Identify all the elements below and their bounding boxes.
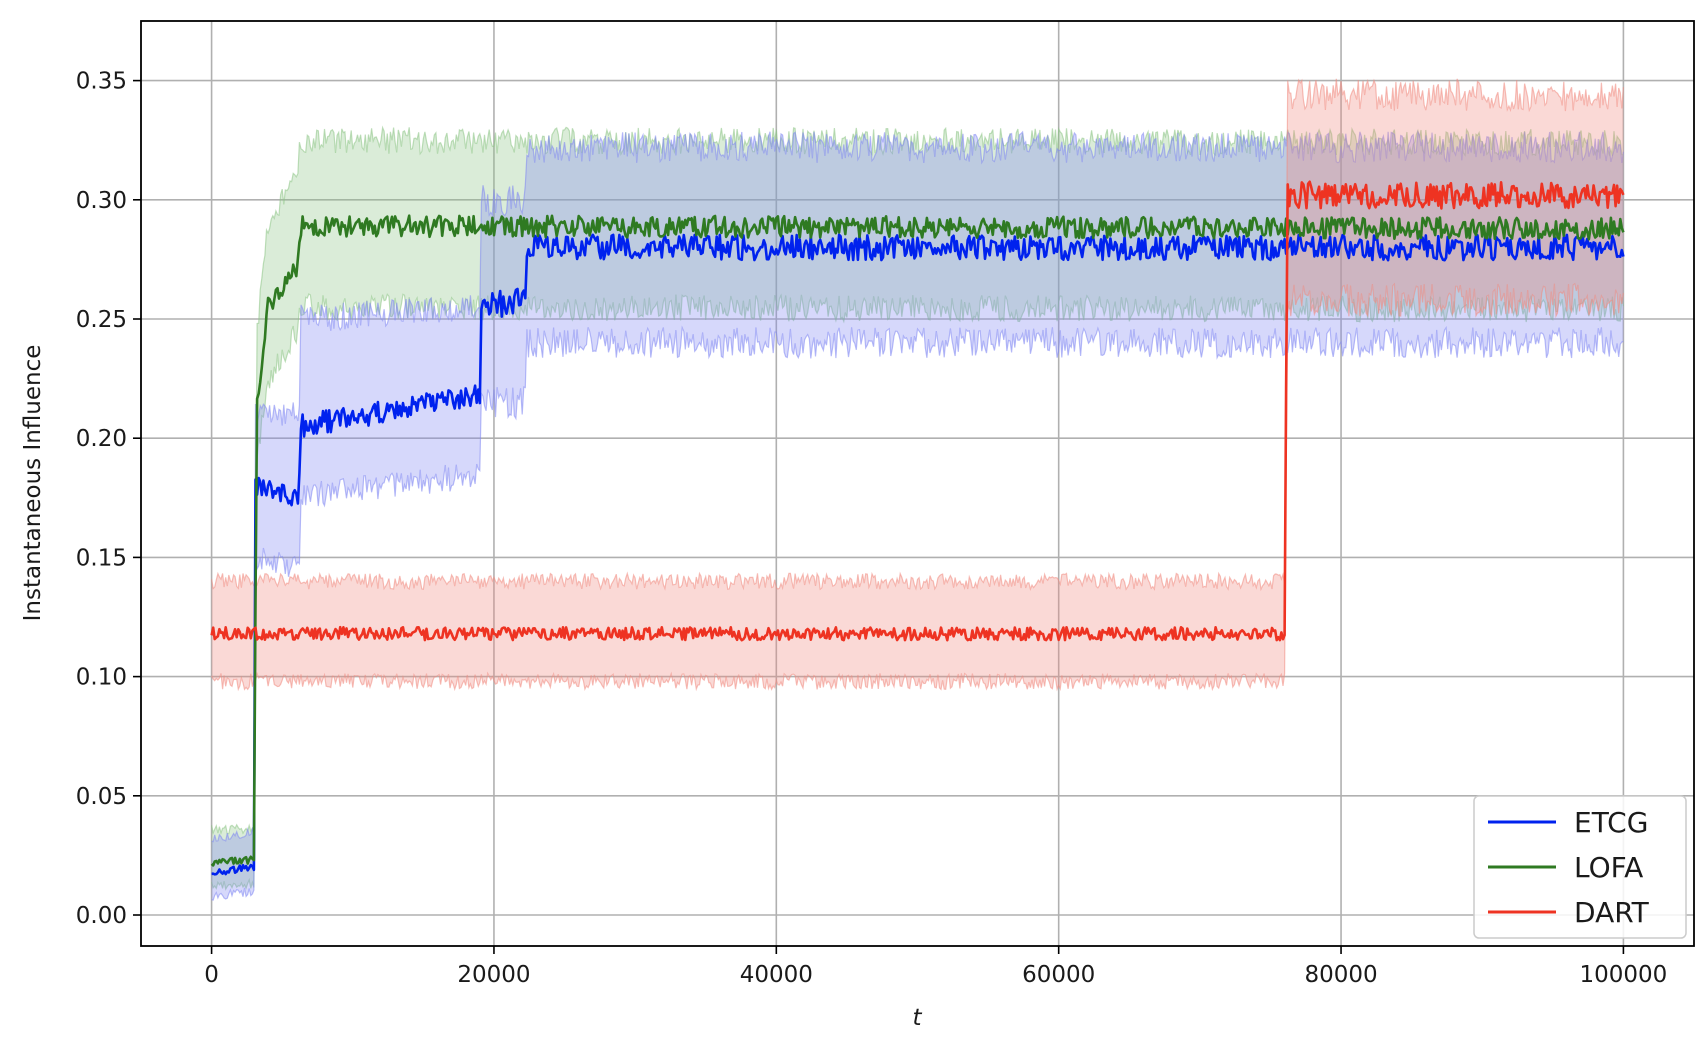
series-lines bbox=[210, 180, 1625, 876]
x-tick-label: 40000 bbox=[740, 962, 813, 988]
band-lower-etcg bbox=[211, 325, 1624, 901]
legend-label-dart: DART bbox=[1574, 896, 1650, 929]
y-tick-label: 0.05 bbox=[76, 784, 127, 810]
y-tick-label: 0.30 bbox=[76, 188, 127, 214]
band-lower-lofa bbox=[211, 293, 1624, 891]
band-upper-dart bbox=[211, 78, 1624, 592]
y-tick-label: 0.25 bbox=[76, 307, 127, 333]
x-tick-label: 80000 bbox=[1304, 962, 1377, 988]
legend-label-etcg: ETCG bbox=[1574, 806, 1648, 839]
band-lower-dart bbox=[211, 282, 1624, 692]
x-axis-label: t bbox=[912, 1005, 922, 1031]
plot-frame bbox=[140, 20, 1695, 947]
band-upper-etcg bbox=[211, 129, 1624, 843]
line-etcg bbox=[211, 233, 1625, 876]
legend-label-lofa: LOFA bbox=[1574, 851, 1643, 884]
band-etcg bbox=[211, 131, 1624, 901]
legend: ETCG LOFA DART bbox=[1473, 795, 1687, 939]
y-tick-label: 0.35 bbox=[76, 69, 127, 95]
grid bbox=[141, 21, 1694, 946]
y-tick-label: 0.10 bbox=[76, 665, 127, 691]
y-tick-label: 0.20 bbox=[76, 426, 127, 452]
x-tick-label: 60000 bbox=[1022, 962, 1095, 988]
legend-box bbox=[1473, 795, 1687, 939]
line-dart bbox=[210, 180, 1625, 642]
x-tick-label: 100000 bbox=[1580, 962, 1668, 988]
y-axis-label: Instantaneous Influence bbox=[20, 345, 46, 622]
x-tick-label: 20000 bbox=[457, 962, 530, 988]
y-tick-label: 0.00 bbox=[76, 903, 127, 929]
y-tick-label: 0.15 bbox=[76, 545, 127, 571]
axis-ticks: 0 20000 40000 60000 80000 100000 0.00 0.05 0.10 0… bbox=[76, 69, 1668, 988]
x-tick-label: 0 bbox=[204, 962, 219, 988]
line-lofa bbox=[210, 214, 1625, 867]
